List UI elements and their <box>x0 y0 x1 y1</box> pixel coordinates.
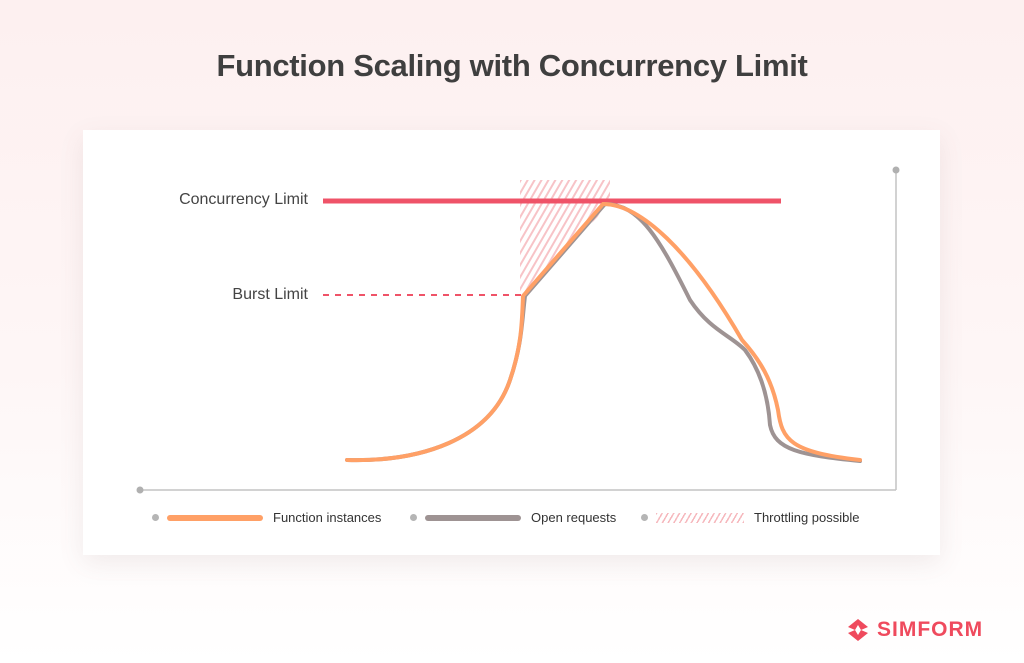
legend-item-open-requests: Open requests <box>410 510 616 525</box>
burst-limit-label: Burst Limit <box>232 286 308 303</box>
simform-logo: SIMFORM <box>845 618 983 642</box>
legend-swatch-hatch <box>656 512 744 523</box>
legend-label: Open requests <box>531 510 617 525</box>
legend-dot <box>410 514 417 521</box>
legend-dot <box>641 514 648 521</box>
legend-swatch-orange <box>167 514 263 521</box>
legend-label: Function instances <box>273 510 382 525</box>
simform-logo-icon <box>848 619 868 641</box>
legend-item-throttling: Throttling possible <box>641 510 860 525</box>
legend-label: Throttling possible <box>754 510 860 525</box>
legend-dot <box>152 514 159 521</box>
function-instances-line <box>345 202 862 463</box>
y-axis-dot <box>892 166 900 174</box>
throttling-region <box>520 180 610 296</box>
page-title: Function Scaling with Concurrency Limit <box>216 48 808 83</box>
concurrency-limit-label: Concurrency Limit <box>179 191 308 208</box>
open-requests-line <box>345 202 862 463</box>
legend-item-function-instances: Function instances <box>152 510 381 525</box>
legend-swatch-gray <box>425 514 521 521</box>
brand-name: SIMFORM <box>877 618 984 641</box>
x-axis-dot <box>136 486 144 494</box>
